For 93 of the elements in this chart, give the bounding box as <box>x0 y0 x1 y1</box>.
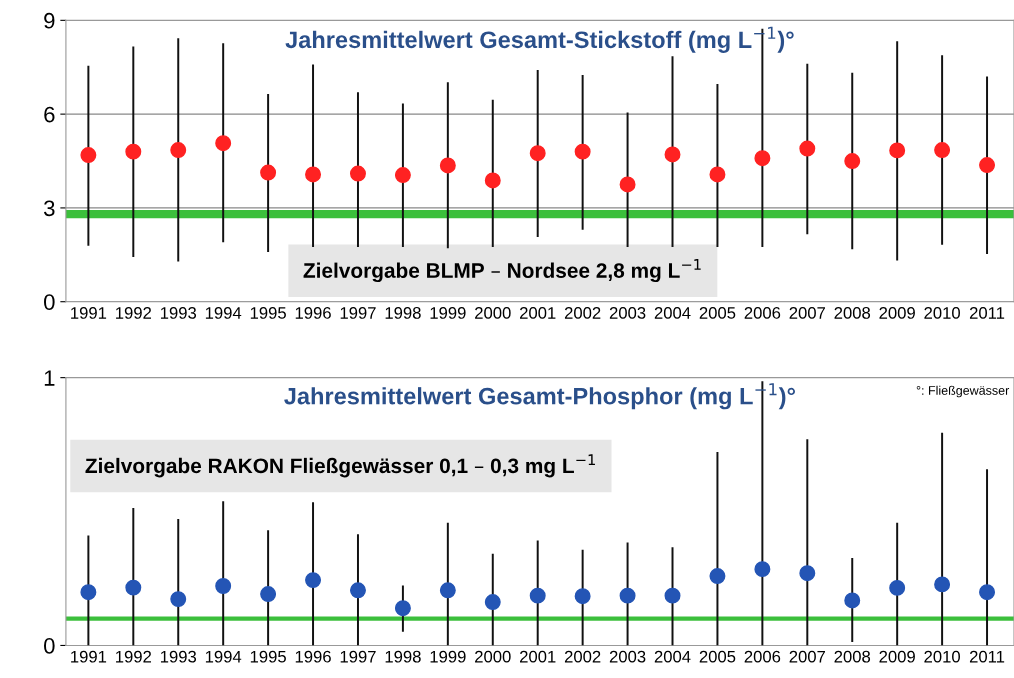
point <box>349 582 366 599</box>
point <box>709 166 726 183</box>
annotation: °: Fließgewässer <box>916 385 1010 398</box>
x-tick-label: 2006 <box>744 650 781 663</box>
point <box>394 600 411 617</box>
point <box>754 150 771 167</box>
point <box>889 142 906 159</box>
point <box>844 592 861 609</box>
x-tick-label: 1999 <box>430 307 466 319</box>
x-tick-label: 2011 <box>969 307 1005 319</box>
x-tick-label: 2011 <box>969 650 1005 663</box>
point <box>170 142 187 159</box>
y-tick-label: 1 <box>44 370 55 386</box>
x-tick-label: 2003 <box>609 650 646 663</box>
point <box>260 164 277 181</box>
point <box>394 167 411 184</box>
x-tick-label: 1991 <box>71 650 107 663</box>
x-tick-label: 1995 <box>250 650 286 663</box>
x-tick-label: 1992 <box>116 650 152 663</box>
point <box>799 140 816 157</box>
point <box>484 172 501 189</box>
x-tick-label: 2008 <box>834 650 871 663</box>
x-tick-label: 2001 <box>520 307 556 319</box>
point <box>529 145 546 162</box>
point <box>664 587 681 604</box>
x-tick-label: 2003 <box>609 307 646 319</box>
point <box>709 568 726 585</box>
x-tick-label: 2009 <box>879 650 915 663</box>
point <box>439 582 456 599</box>
point <box>844 153 861 170</box>
point <box>80 584 97 601</box>
x-tick-label: 2004 <box>654 307 691 319</box>
x-tick-label: 1998 <box>385 650 421 663</box>
point <box>574 588 591 605</box>
x-tick-label: 1997 <box>340 307 376 319</box>
x-tick-label: 1996 <box>295 307 331 319</box>
x-tick-label: 2009 <box>879 307 915 319</box>
x-tick-label: 1999 <box>430 650 466 663</box>
point <box>125 143 142 160</box>
point <box>80 147 97 164</box>
x-tick-label: 2000 <box>475 307 511 319</box>
point <box>529 587 546 604</box>
y-tick-label: 6 <box>44 106 55 123</box>
point <box>619 176 636 193</box>
x-tick-label: 1997 <box>340 650 376 663</box>
y-tick-label: 0 <box>44 637 55 654</box>
ref-line-label: Zielvorgabe BLMP – Nordsee 2,8 mg L$^{−1}$ <box>303 259 701 283</box>
y-tick-label: 9 <box>44 12 55 29</box>
x-tick-label: 1998 <box>385 307 421 319</box>
x-tick-label: 1992 <box>116 307 152 319</box>
x-tick-label: 2007 <box>789 650 826 663</box>
point <box>484 594 501 611</box>
point <box>439 157 456 174</box>
point <box>754 561 771 578</box>
x-tick-label: 2002 <box>564 650 601 663</box>
point <box>170 591 187 608</box>
x-tick-label: 2007 <box>789 307 826 319</box>
x-tick-label: 1995 <box>250 307 286 319</box>
x-tick-label: 2006 <box>744 307 781 319</box>
point <box>305 572 322 589</box>
point <box>979 157 996 174</box>
x-tick-label: 2005 <box>699 650 736 663</box>
y-tick-label: 3 <box>43 200 55 217</box>
point <box>664 146 681 163</box>
x-tick-label: 2001 <box>520 650 556 663</box>
x-tick-label: 1994 <box>205 650 242 663</box>
point <box>889 579 906 596</box>
x-tick-label: 2000 <box>475 650 511 663</box>
point <box>574 143 591 160</box>
point <box>215 135 232 152</box>
x-tick-label: 1994 <box>205 307 242 319</box>
x-tick-label: 1993 <box>160 307 197 319</box>
point <box>979 584 996 601</box>
x-tick-label: 2008 <box>834 307 871 319</box>
annotation: Zielvorgabe RAKON Fließgewässer 0,1 – 0,3 mg L$^{−1}$ <box>85 454 595 478</box>
point <box>799 565 816 582</box>
point <box>619 587 636 604</box>
point <box>260 586 277 603</box>
point <box>934 142 951 159</box>
x-tick-label: 1991 <box>71 307 107 319</box>
point <box>215 578 232 594</box>
point <box>349 165 366 182</box>
point <box>125 579 142 596</box>
x-tick-label: 1993 <box>160 650 197 663</box>
point <box>305 166 322 183</box>
x-tick-label: 2010 <box>924 650 960 663</box>
y-tick-label: 0 <box>44 294 55 310</box>
x-tick-label: 2010 <box>924 307 960 319</box>
point <box>934 576 951 593</box>
x-tick-label: 1996 <box>295 650 331 663</box>
x-tick-label: 2004 <box>654 650 691 663</box>
x-tick-label: 2002 <box>564 307 601 319</box>
x-tick-label: 2005 <box>699 307 736 319</box>
